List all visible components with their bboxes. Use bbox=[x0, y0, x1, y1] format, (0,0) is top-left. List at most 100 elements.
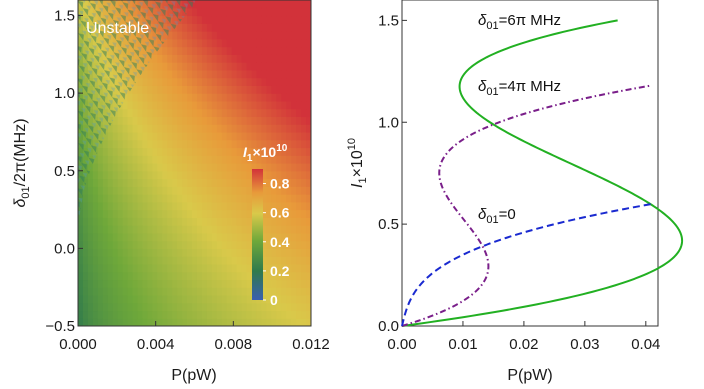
heatmap-cell bbox=[97, 310, 104, 319]
heatmap-cell bbox=[182, 85, 188, 94]
heatmap-cell bbox=[147, 209, 153, 218]
heatmap-cell bbox=[187, 7, 193, 17]
heatmap-cell bbox=[192, 271, 198, 281]
heatmap-cell bbox=[256, 108, 263, 118]
heatmap-cell bbox=[231, 279, 238, 288]
heatmap-cell bbox=[167, 201, 173, 211]
heatmap-cell bbox=[231, 263, 238, 273]
heatmap-cell bbox=[221, 77, 228, 86]
heatmap-cell bbox=[216, 100, 223, 110]
heatmap-cell bbox=[291, 294, 297, 304]
heatmap-cell bbox=[266, 279, 272, 288]
heatmap-cell bbox=[167, 248, 173, 257]
heatmap-cell bbox=[216, 93, 223, 102]
heatmap-cell bbox=[281, 31, 287, 40]
heatmap-cell bbox=[112, 131, 119, 141]
heatmap-cell bbox=[177, 186, 183, 195]
heatmap-cell bbox=[246, 54, 253, 63]
heatmap-cell bbox=[172, 147, 178, 156]
heatmap-cell bbox=[286, 310, 292, 319]
heatmap-cell bbox=[276, 54, 282, 63]
heatmap-cell bbox=[261, 46, 267, 55]
line-y-label-main: I bbox=[349, 183, 366, 188]
heatmap-cell bbox=[122, 225, 129, 234]
heatmap-cell bbox=[281, 131, 287, 141]
heatmap-cell bbox=[192, 46, 198, 55]
heatmap-cell bbox=[177, 256, 183, 265]
heatmap-cell bbox=[251, 108, 258, 118]
heatmap-cell bbox=[187, 124, 193, 133]
heatmap-cell bbox=[206, 232, 213, 242]
heatmap-cell bbox=[102, 287, 109, 296]
heatmap-cell bbox=[226, 62, 233, 71]
heatmap-cell bbox=[142, 263, 149, 273]
heatmap-cell bbox=[142, 108, 149, 118]
heatmap-cell bbox=[187, 271, 193, 281]
heatmap-cell bbox=[172, 186, 178, 195]
heatmap-cell bbox=[256, 100, 263, 110]
heatmap-cell bbox=[172, 38, 178, 48]
heatmap-cell bbox=[246, 116, 253, 125]
heatmap-cell bbox=[107, 147, 114, 156]
heatmap-cell bbox=[241, 263, 248, 273]
heatmap-cell bbox=[182, 310, 188, 319]
heatmap-cell bbox=[157, 217, 163, 226]
heatmap-cell bbox=[162, 310, 168, 319]
heatmap-cell bbox=[231, 194, 238, 203]
heatmap-cell bbox=[127, 163, 134, 172]
heatmap-cell bbox=[142, 310, 149, 319]
heatmap-cell bbox=[291, 54, 297, 63]
heatmap-cell bbox=[196, 178, 203, 187]
heatmap-cell bbox=[231, 15, 238, 24]
heatmap-cell bbox=[261, 116, 267, 125]
heatmap-cell bbox=[216, 310, 223, 319]
heatmap-cell bbox=[306, 62, 311, 71]
heatmap-cell bbox=[296, 201, 302, 211]
heatmap-cell bbox=[157, 225, 163, 234]
heatmap-cell bbox=[162, 100, 168, 110]
heatmap-cell bbox=[192, 279, 198, 288]
heatmap-cell bbox=[192, 31, 198, 40]
heatmap-cell bbox=[276, 225, 282, 234]
heatmap-cell bbox=[261, 62, 267, 71]
heatmap-cell bbox=[147, 93, 153, 102]
heatmap-cell bbox=[172, 201, 178, 211]
heatmap-cell bbox=[87, 240, 94, 249]
heatmap-cell bbox=[261, 108, 267, 118]
heatmap-cell bbox=[261, 302, 267, 312]
heatmap-cell bbox=[147, 131, 153, 141]
heatmap-cell bbox=[276, 0, 282, 9]
heatmap-cell bbox=[211, 217, 218, 226]
heatmap-cell bbox=[142, 225, 149, 234]
heatmap-cell bbox=[162, 209, 168, 218]
heatmap-cell bbox=[162, 248, 168, 257]
heatmap-cell bbox=[187, 77, 193, 86]
heatmap-cell bbox=[271, 170, 277, 180]
heatmap-panel: Unstable 0.000 0.004 0.008 0.012 −0.50.00.5… bbox=[12, 0, 330, 384]
heatmap-cell bbox=[157, 69, 163, 79]
heatmap-cell bbox=[206, 155, 213, 164]
heatmap-cell bbox=[296, 209, 302, 218]
heatmap-cell bbox=[246, 178, 253, 187]
heatmap-cell bbox=[306, 225, 311, 234]
heatmap-cell bbox=[216, 54, 223, 63]
heatmap-cell bbox=[296, 124, 302, 133]
heatmap-cell bbox=[291, 69, 297, 79]
heatmap-cell bbox=[167, 116, 173, 125]
heatmap-cell bbox=[266, 178, 272, 187]
heatmap-cell bbox=[97, 147, 104, 156]
heatmap-cell bbox=[152, 186, 158, 195]
heatmap-cell bbox=[226, 287, 233, 296]
heatmap-cell bbox=[82, 217, 89, 226]
heatmap-cell bbox=[132, 163, 139, 172]
heatmap-cell bbox=[211, 155, 218, 164]
heatmap-cell bbox=[266, 263, 272, 273]
heatmap-cell bbox=[122, 279, 129, 288]
heatmap-cell bbox=[117, 217, 124, 226]
heatmap-cell bbox=[137, 178, 144, 187]
heatmap-cell bbox=[226, 69, 233, 79]
heatmap-cell bbox=[152, 116, 158, 125]
heatmap-cell bbox=[122, 217, 129, 226]
heatmap-cell bbox=[157, 178, 163, 187]
heatmap-cell bbox=[172, 139, 178, 149]
